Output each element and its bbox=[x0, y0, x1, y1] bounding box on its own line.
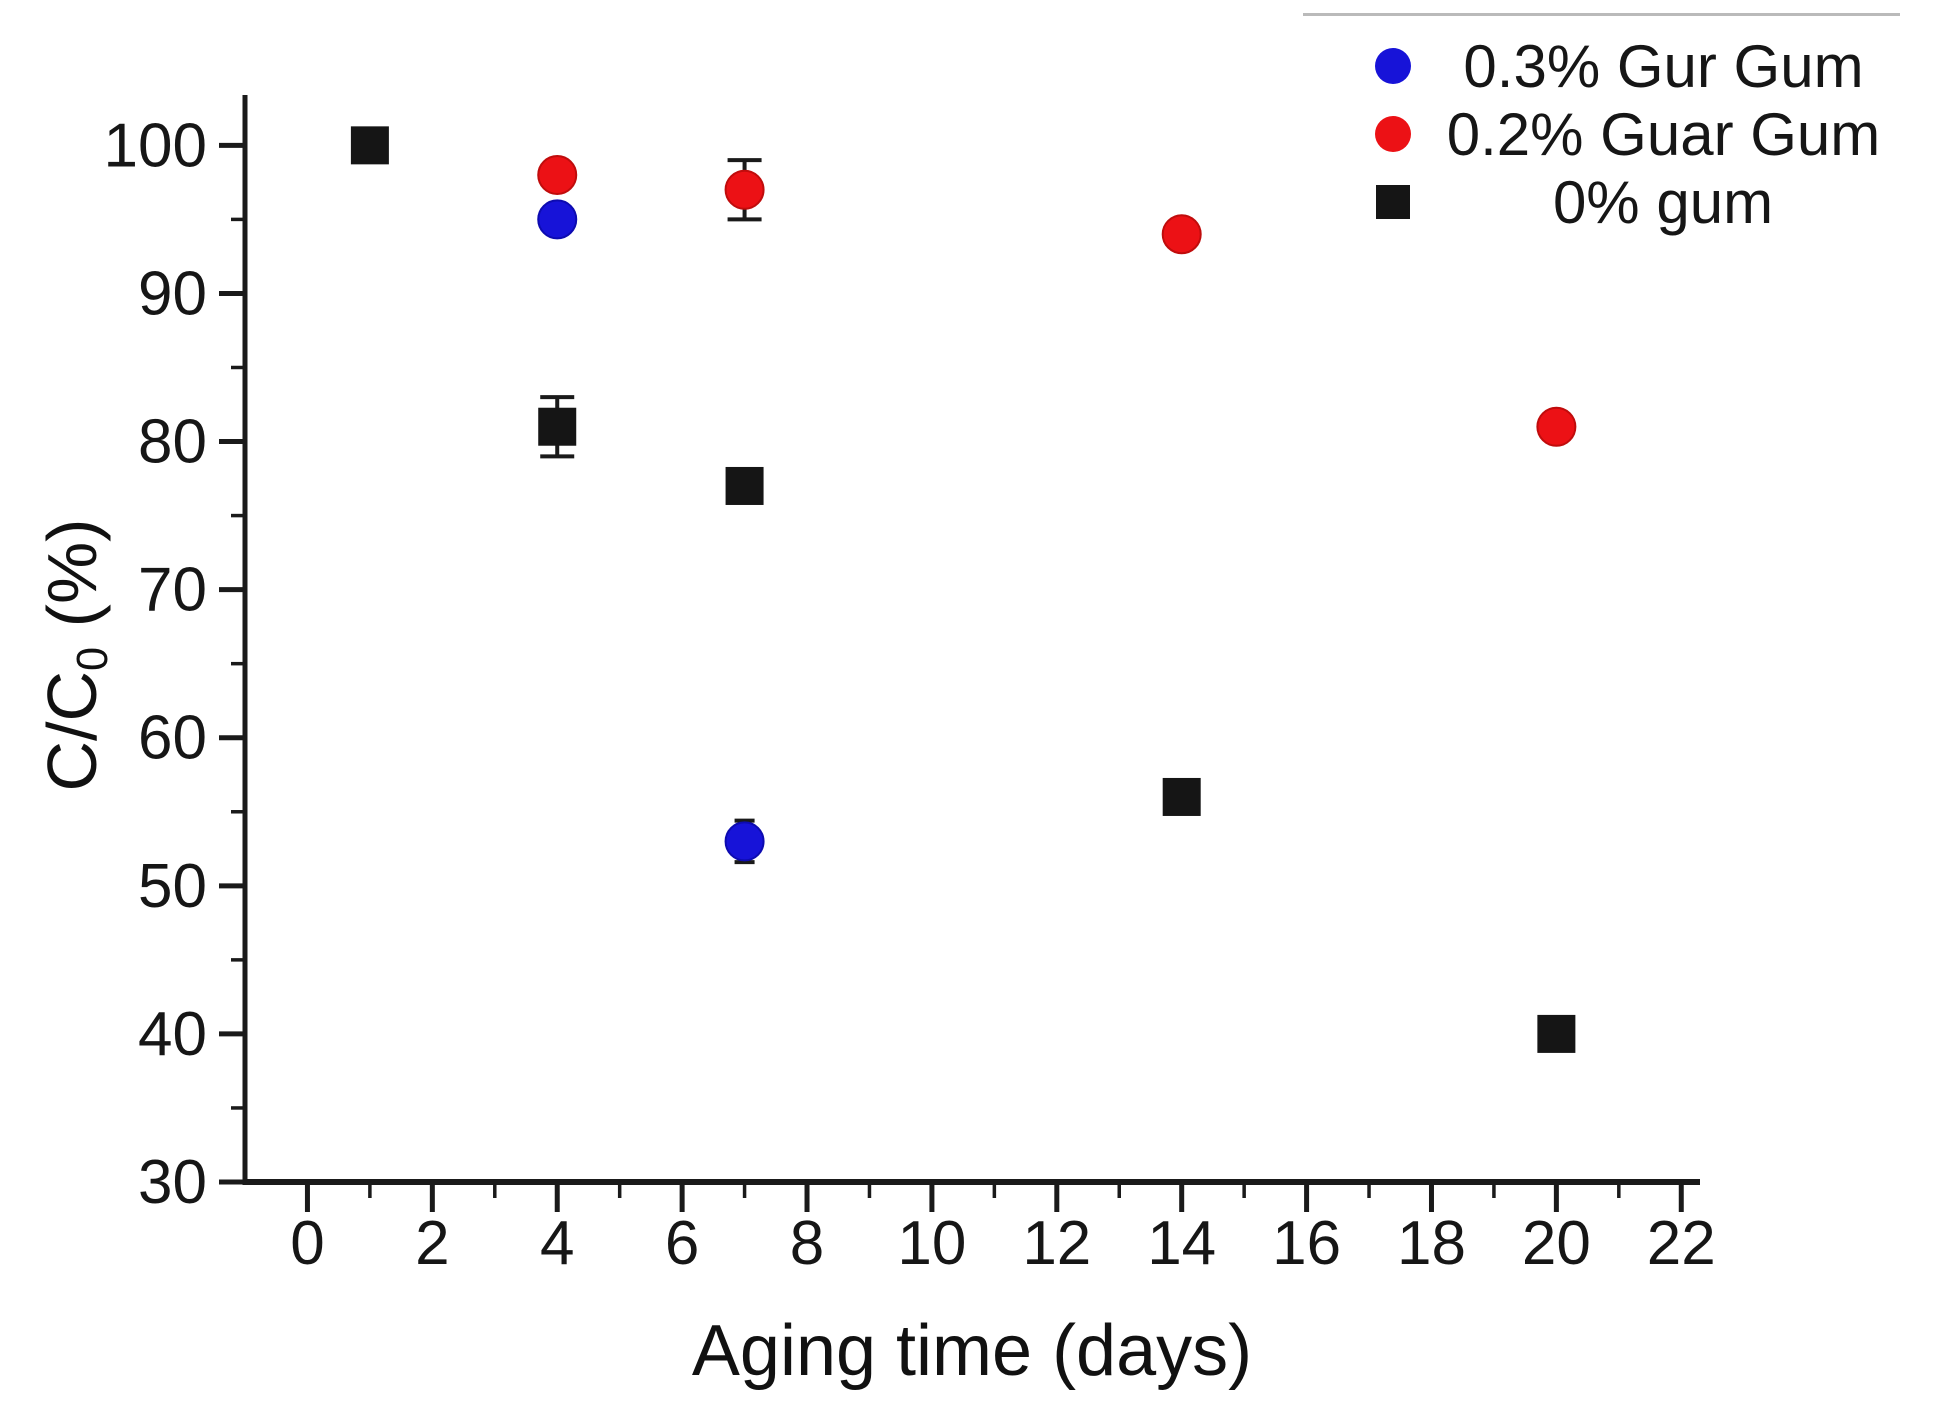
legend-item-0-3-gur-gum: 0.3% Gur Gum bbox=[1300, 32, 1916, 100]
legend-item-0-2-guar-gum: 0.2% Guar Gum bbox=[1300, 100, 1916, 168]
x-tick-label-10: 10 bbox=[897, 1209, 966, 1278]
legend-circle-swatch-icon bbox=[1375, 48, 1411, 84]
data-point-0-2-guar-gum-x4 bbox=[537, 154, 578, 195]
y-axis-title-main: C/C bbox=[33, 670, 111, 792]
data-point-0-2-guar-gum-x14 bbox=[1161, 214, 1202, 255]
x-tick-label-20: 20 bbox=[1522, 1209, 1591, 1278]
y-tick-label-40: 40 bbox=[138, 1000, 207, 1069]
y-tick-label-50: 50 bbox=[138, 852, 207, 921]
y-tick-label-100: 100 bbox=[104, 111, 207, 180]
y-tick-label-30: 30 bbox=[138, 1148, 207, 1217]
x-tick-label-4: 4 bbox=[540, 1209, 574, 1278]
x-axis-title: Aging time (days) bbox=[691, 1311, 1253, 1391]
x-tick-label-16: 16 bbox=[1272, 1209, 1341, 1278]
y-tick-label-80: 80 bbox=[138, 408, 207, 477]
y-axis-title-units: (%) bbox=[33, 518, 111, 647]
legend: 0.3% Gur Gum 0.2% Guar Gum 0% gum bbox=[1300, 0, 1916, 245]
y-axis-title-subscript: 0 bbox=[68, 646, 117, 671]
x-tick-label-14: 14 bbox=[1147, 1209, 1216, 1278]
data-point-0-gum-x20 bbox=[1537, 1014, 1576, 1053]
legend-label: 0.2% Guar Gum bbox=[1446, 100, 1881, 168]
legend-items: 0.3% Gur Gum 0.2% Guar Gum 0% gum bbox=[1300, 32, 1916, 236]
x-tick-label-8: 8 bbox=[790, 1209, 824, 1278]
data-point-0-3-gur-gum-x4 bbox=[537, 199, 578, 240]
legend-item-0-gum: 0% gum bbox=[1300, 168, 1916, 236]
x-tick-label-18: 18 bbox=[1397, 1209, 1466, 1278]
data-point-0-3-gur-gum-x7 bbox=[724, 821, 765, 862]
data-point-0-2-guar-gum-x7 bbox=[724, 169, 765, 210]
x-tick-label-12: 12 bbox=[1022, 1209, 1091, 1278]
data-point-0-gum-x1 bbox=[350, 126, 389, 165]
legend-label: 0% gum bbox=[1552, 168, 1774, 236]
legend-square-swatch-icon bbox=[1376, 185, 1410, 219]
y-tick-label-70: 70 bbox=[138, 556, 207, 625]
legend-border-top bbox=[1303, 13, 1900, 16]
y-tick-label-60: 60 bbox=[138, 704, 207, 773]
x-tick-label-6: 6 bbox=[665, 1209, 699, 1278]
data-point-0-gum-x4 bbox=[538, 407, 577, 446]
y-axis-title: C/C0 (%) bbox=[27, 355, 117, 955]
data-point-0-gum-x7 bbox=[725, 466, 764, 505]
legend-label: 0.3% Gur Gum bbox=[1463, 32, 1864, 100]
data-point-0-gum-x14 bbox=[1162, 777, 1201, 816]
x-tick-label-0: 0 bbox=[290, 1209, 324, 1278]
legend-circle-swatch-icon bbox=[1375, 116, 1411, 152]
x-tick-label-22: 22 bbox=[1647, 1209, 1716, 1278]
data-point-0-2-guar-gum-x20 bbox=[1536, 406, 1577, 447]
y-tick-label-90: 90 bbox=[138, 259, 207, 328]
x-tick-label-2: 2 bbox=[415, 1209, 449, 1278]
